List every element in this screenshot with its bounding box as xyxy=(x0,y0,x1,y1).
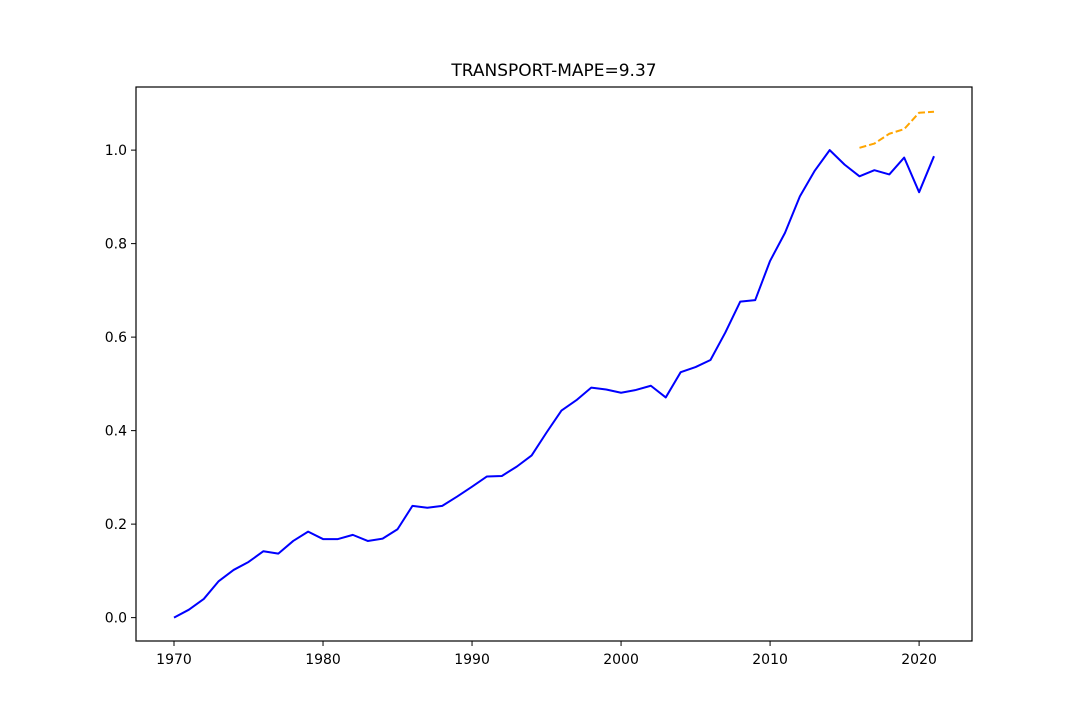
x-tick-label: 2010 xyxy=(752,652,788,668)
x-tick-label: 1980 xyxy=(305,652,341,668)
y-tick-label: 0.8 xyxy=(105,237,127,253)
x-tick-label: 2020 xyxy=(901,652,937,668)
y-tick-label: 0.4 xyxy=(105,424,127,440)
axes-frame xyxy=(135,86,973,642)
series-line-2 xyxy=(859,110,935,149)
series-line-1 xyxy=(173,149,935,619)
chart-title: TRANSPORT-MAPE=9.37 xyxy=(450,61,656,81)
y-tick-label: 0.6 xyxy=(105,330,127,346)
y-tick-label: 1.0 xyxy=(105,143,127,159)
x-tick-label: 2000 xyxy=(603,652,639,668)
y-tick-label: 0.2 xyxy=(105,517,127,533)
plot-area xyxy=(173,110,935,619)
x-tick-label: 1990 xyxy=(454,652,490,668)
x-tick-label: 1970 xyxy=(156,652,192,668)
axes: 1970 1980 1990 2000 2010 2020 0.0 0.2 0.4 0.6 0.8 1… xyxy=(105,86,973,668)
y-tick-label: 0.0 xyxy=(105,611,127,627)
